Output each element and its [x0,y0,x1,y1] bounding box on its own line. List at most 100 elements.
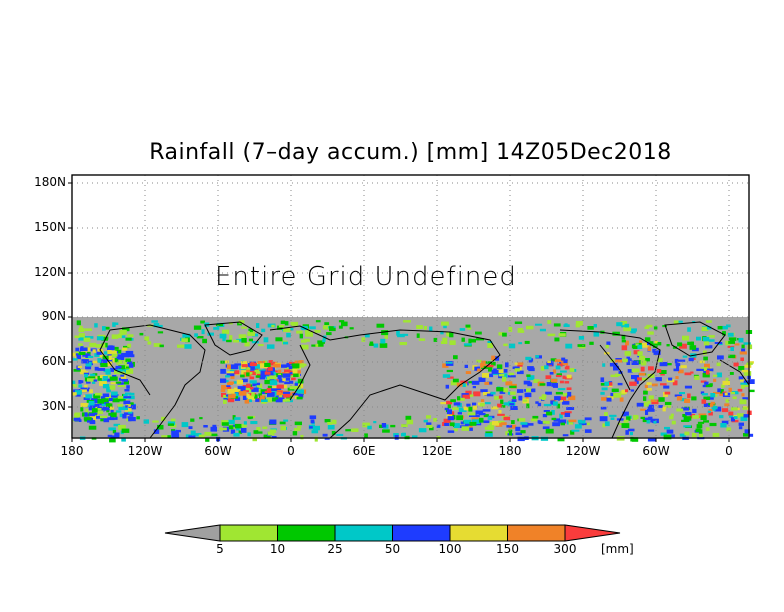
precip-cell [664,391,671,395]
precip-cell [444,407,450,411]
precip-cell [97,358,102,363]
precip-cell [258,393,262,397]
precip-cell [445,384,449,389]
precip-cell [463,406,471,411]
precip-cell [545,375,552,380]
precip-cell [674,394,682,397]
precip-cell [96,336,104,341]
precip-cell [75,350,79,354]
colorbar-label: 150 [496,542,519,556]
precip-cell [81,359,89,364]
precip-cell [730,417,735,422]
precip-cell [104,351,109,355]
precip-cell [621,389,627,394]
precip-cell [729,372,734,375]
precip-cell [717,388,721,393]
precip-cell [725,377,729,383]
precip-cell [270,388,277,392]
precip-cell [114,432,120,437]
x-tick-label: 120W [565,444,601,458]
precip-cell [247,363,251,367]
precip-cell [730,339,734,343]
precip-cell [505,431,509,436]
precip-cell [743,371,752,376]
precip-cell [517,436,525,442]
precip-cell [472,386,476,389]
precip-cell [123,400,131,405]
precip-cell [646,388,652,391]
precip-cell [233,381,237,384]
precip-cell [273,363,281,368]
precip-cell [467,327,472,330]
precip-cell [324,419,331,423]
precip-cell [292,368,298,374]
precip-cell [443,324,447,329]
precip-cell [658,405,663,408]
precip-cell [491,355,496,360]
precip-cell [728,337,737,341]
precip-cell [488,366,493,372]
colorbar-under-arrow [164,524,221,542]
precip-cell [600,377,605,383]
precip-cell [230,364,239,370]
precip-cell [701,393,708,396]
precip-cell [498,395,503,399]
precip-cell [73,369,81,372]
precip-cell [651,383,658,387]
precip-cell [443,418,451,423]
precip-cell [369,343,376,346]
precip-cell [604,421,610,427]
precip-cell [284,369,291,373]
precip-cell [549,360,554,365]
precip-cell [100,363,108,367]
precip-cell [76,320,81,326]
precip-cell [262,375,266,378]
precip-cell [556,403,561,409]
precip-cell [705,427,710,431]
precip-cell [221,422,229,426]
precip-cell [78,380,82,384]
precip-cell [440,341,448,344]
precip-cell [527,423,534,426]
precip-cell [473,391,481,397]
precip-cell [289,380,294,384]
coastline [664,321,726,357]
precip-cell [118,406,126,410]
precip-cell [78,335,86,341]
x-tick-label: 180 [60,444,84,458]
precip-cell [418,428,427,433]
precip-cell [125,366,130,369]
precip-cell [284,381,290,385]
precip-cell [97,375,102,381]
precip-cell [644,326,649,329]
precip-cell [464,364,468,368]
precip-cell [659,370,667,374]
x-tick-label: 0 [287,444,295,458]
precip-cell [247,395,255,400]
precip-cell [669,415,674,420]
precip-cell [110,382,116,385]
precip-cell [664,401,672,405]
precip-cell [614,373,621,377]
precip-cell [102,384,110,389]
precip-cell [449,422,455,427]
precip-cell [262,426,268,429]
precip-cell [221,329,230,335]
coastline [269,325,501,439]
precip-cell [462,383,466,387]
precip-cell [644,384,648,389]
precip-cell [604,412,608,416]
precip-cell [286,332,291,338]
precip-cell [327,422,332,425]
precip-cell [282,341,289,345]
precip-cell [666,429,674,434]
precip-cell [254,364,260,369]
precip-cell [80,407,84,412]
precip-cell [720,325,728,330]
precip-cell [695,428,701,433]
precip-cell [531,418,538,422]
precip-cell [256,427,261,431]
precip-cell [72,380,76,385]
precip-cell [555,365,561,370]
precip-cell [85,336,94,339]
